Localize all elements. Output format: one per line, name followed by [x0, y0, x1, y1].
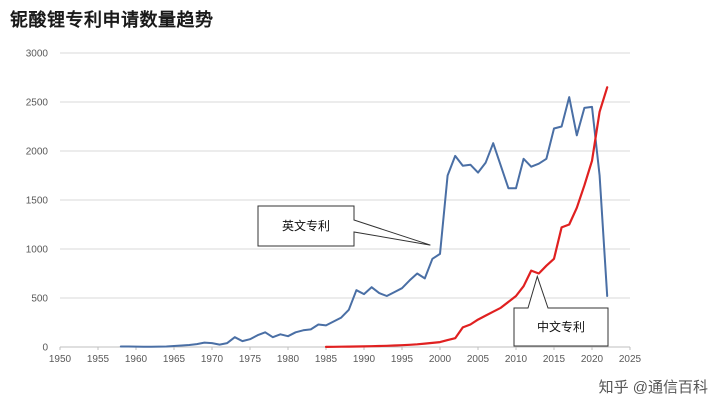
x-tick-label: 1995 — [391, 354, 414, 365]
watermark-text: 知乎 @通信百科 — [598, 379, 708, 396]
axis-layer: 0 500 1000 1500 2000 2500 3000 1950 1955 1960 1965… — [26, 49, 642, 366]
series-line-chinese-patents — [324, 86, 609, 348]
x-tick-label: 2005 — [467, 354, 490, 365]
series-line-english-patents — [119, 96, 609, 348]
chart-title: 铌酸锂专利申请数量趋势 — [10, 10, 214, 30]
y-tick-label: 1500 — [26, 196, 49, 207]
y-tick-label: 2000 — [26, 147, 49, 158]
callout-en-box — [257, 205, 431, 247]
x-tick-label: 1970 — [201, 354, 224, 365]
x-tick-label: 2025 — [619, 354, 642, 365]
series-layer — [119, 86, 609, 348]
y-tick-label: 3000 — [26, 49, 49, 60]
callout-en-label: 英文专利 — [282, 218, 330, 233]
x-tick-label: 1950 — [49, 354, 72, 365]
y-tick-label: 0 — [42, 343, 48, 354]
x-tick-label: 1965 — [163, 354, 186, 365]
y-tick-label: 500 — [31, 294, 48, 305]
x-tick-label: 1990 — [353, 354, 376, 365]
x-tick-label: 1955 — [87, 354, 110, 365]
y-tick-label: 2500 — [26, 98, 49, 109]
x-tick-label: 1960 — [125, 354, 148, 365]
x-tick-label: 2010 — [505, 354, 528, 365]
x-tick-label: 2015 — [543, 354, 566, 365]
x-tick-label: 2000 — [429, 354, 452, 365]
y-tick-label: 1000 — [26, 245, 49, 256]
callout-layer: 英文专利 中文专利 — [257, 205, 609, 347]
x-tick-label: 1985 — [315, 354, 338, 365]
callout-cn-label: 中文专利 — [537, 319, 585, 334]
x-tick-label: 1980 — [277, 354, 300, 365]
x-tick-label: 2020 — [581, 354, 604, 365]
x-tick-label: 1975 — [239, 354, 262, 365]
callout-cn-box — [513, 274, 609, 347]
